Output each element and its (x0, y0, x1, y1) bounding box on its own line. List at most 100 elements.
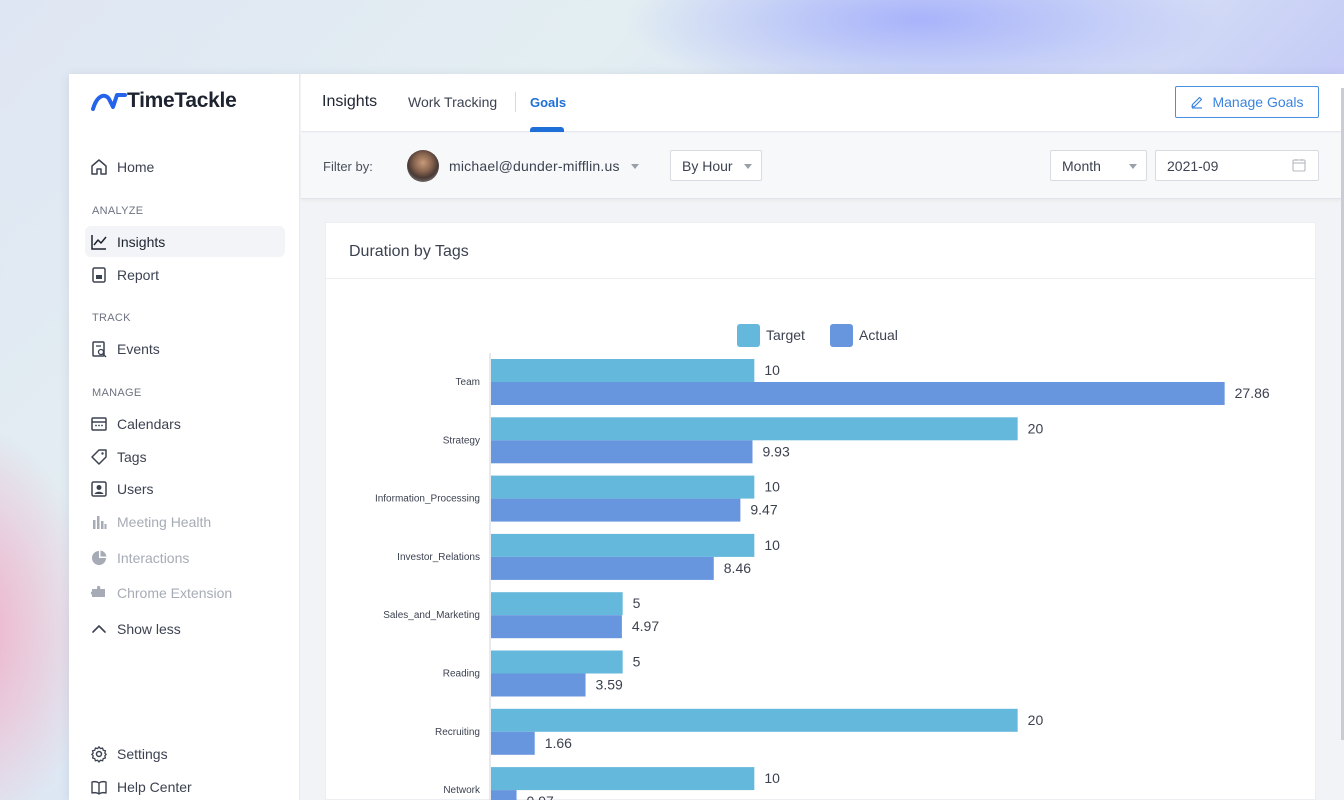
bar (491, 708, 1018, 732)
page-title: Insights (322, 93, 378, 110)
bar (491, 498, 741, 522)
top-header: Insights Work Tracking Goals Manage Goal… (301, 74, 1344, 132)
chevron-down-icon (1129, 164, 1137, 169)
sidebar-item-label: Show less (117, 620, 181, 637)
data-label: 1.66 (545, 735, 572, 751)
data-label: 9.93 (762, 443, 789, 459)
data-label: 4.97 (632, 618, 659, 634)
card-title: Duration by Tags (349, 243, 469, 260)
line-chart-icon (90, 233, 108, 251)
bar (491, 417, 1018, 441)
data-label: 8.46 (724, 560, 751, 576)
sidebar-item-label: Insights (117, 233, 166, 250)
calendar-icon (90, 415, 108, 433)
bar (491, 359, 755, 382)
data-label: 10 (764, 362, 780, 378)
avatar[interactable] (407, 150, 439, 182)
sidebar-item-home[interactable]: Home (85, 151, 285, 182)
section-label-analyze: ANALYZE (92, 205, 144, 217)
show-less-toggle[interactable]: Show less (85, 613, 285, 644)
sidebar-item-calendars[interactable]: Calendars (85, 408, 285, 439)
app-window: TimeTackle Home ANALYZE Insights Report … (69, 74, 1344, 800)
sidebar-item-label: Calendars (117, 415, 181, 432)
chevron-down-icon (744, 164, 752, 169)
data-label: 5 (633, 595, 641, 611)
tick-label: Reading (443, 669, 480, 680)
active-tab-indicator (530, 127, 564, 132)
bar (491, 592, 623, 616)
bar (491, 475, 755, 499)
logo[interactable]: TimeTackle (91, 89, 237, 112)
bar (491, 767, 755, 791)
tab-work-tracking[interactable]: Work Tracking (408, 94, 498, 110)
chevron-down-icon[interactable] (631, 164, 639, 169)
sidebar-item-tags[interactable]: Tags (85, 441, 285, 472)
data-label: 20 (1028, 712, 1044, 728)
data-label: 0.97 (527, 793, 554, 800)
user-icon (90, 480, 108, 498)
sidebar-item-label: Settings (117, 745, 168, 762)
bar (491, 533, 755, 557)
manage-goals-label: Manage Goals (1212, 94, 1304, 110)
sidebar-item-label: Tags (117, 448, 147, 465)
date-picker[interactable]: 2021-09 (1155, 150, 1319, 181)
data-label: 10 (764, 537, 780, 553)
chevron-up-icon (90, 620, 108, 638)
bar-chart-icon (90, 513, 108, 531)
edit-icon (1191, 96, 1203, 109)
period-select[interactable]: Month (1050, 150, 1147, 181)
data-label: 10 (764, 770, 780, 786)
legend-swatch (830, 324, 853, 347)
group-by-select[interactable]: By Hour (670, 150, 762, 181)
section-label-manage: MANAGE (92, 387, 142, 399)
card-divider (326, 278, 1315, 279)
bar (491, 790, 517, 800)
sidebar-item-meeting-health[interactable]: Meeting Health (85, 506, 285, 537)
calendar-icon (1292, 159, 1306, 172)
gear-icon (90, 745, 108, 763)
page-scrollbar[interactable] (1341, 88, 1344, 740)
tick-label: Team (456, 377, 480, 388)
group-by-value: By Hour (682, 157, 733, 174)
tag-icon (90, 448, 108, 466)
book-icon (90, 778, 108, 796)
date-value: 2021-09 (1167, 157, 1219, 174)
data-label: 20 (1028, 420, 1044, 436)
data-label: 3.59 (596, 677, 623, 693)
filter-bar: Filter by: michael@dunder-mifflin.us By … (301, 133, 1344, 199)
duration-by-tags-chart: Target Actual Team 10 27.86 Strategy 20 9.93 Inf… (375, 324, 1270, 800)
manage-goals-button[interactable]: Manage Goals (1175, 86, 1319, 118)
sidebar-item-label: Chrome Extension (117, 584, 233, 601)
sidebar-item-chrome-extension[interactable]: Chrome Extension (85, 577, 285, 608)
sidebar-item-settings[interactable]: Settings (85, 738, 285, 769)
sidebar-item-events[interactable]: Events (85, 333, 285, 364)
report-icon (90, 266, 108, 284)
sidebar-item-users[interactable]: Users (85, 473, 285, 504)
tab-goals[interactable]: Goals (530, 95, 567, 110)
sidebar-item-label: Meeting Health (117, 513, 212, 530)
bar (491, 440, 753, 464)
duration-by-tags-card: Duration by Tags Target Actual Team 10 27.86… (325, 222, 1316, 800)
sidebar-item-label: Report (117, 266, 160, 283)
user-select[interactable]: michael@dunder-mifflin.us (449, 158, 620, 174)
legend-label: Target (766, 327, 805, 343)
pie-chart-icon (90, 549, 108, 567)
sidebar-item-label: Home (117, 158, 155, 175)
logo-text: TimeTackle (127, 89, 237, 112)
sidebar-item-insights[interactable]: Insights (85, 226, 285, 257)
tick-label: Information_Processing (375, 494, 480, 505)
bar (491, 382, 1225, 405)
puzzle-icon (90, 584, 108, 602)
data-label: 9.47 (750, 502, 777, 518)
bar (491, 556, 714, 580)
sidebar-item-label: Help Center (117, 778, 192, 795)
tick-label: Sales_and_Marketing (383, 610, 480, 621)
bar (491, 650, 623, 674)
events-icon (90, 340, 108, 358)
bar (491, 731, 535, 755)
sidebar-item-report[interactable]: Report (85, 259, 285, 290)
bar (491, 615, 622, 639)
sidebar-item-help-center[interactable]: Help Center (85, 771, 285, 800)
sidebar-item-interactions[interactable]: Interactions (85, 542, 285, 573)
tick-label: Recruiting (435, 727, 480, 738)
